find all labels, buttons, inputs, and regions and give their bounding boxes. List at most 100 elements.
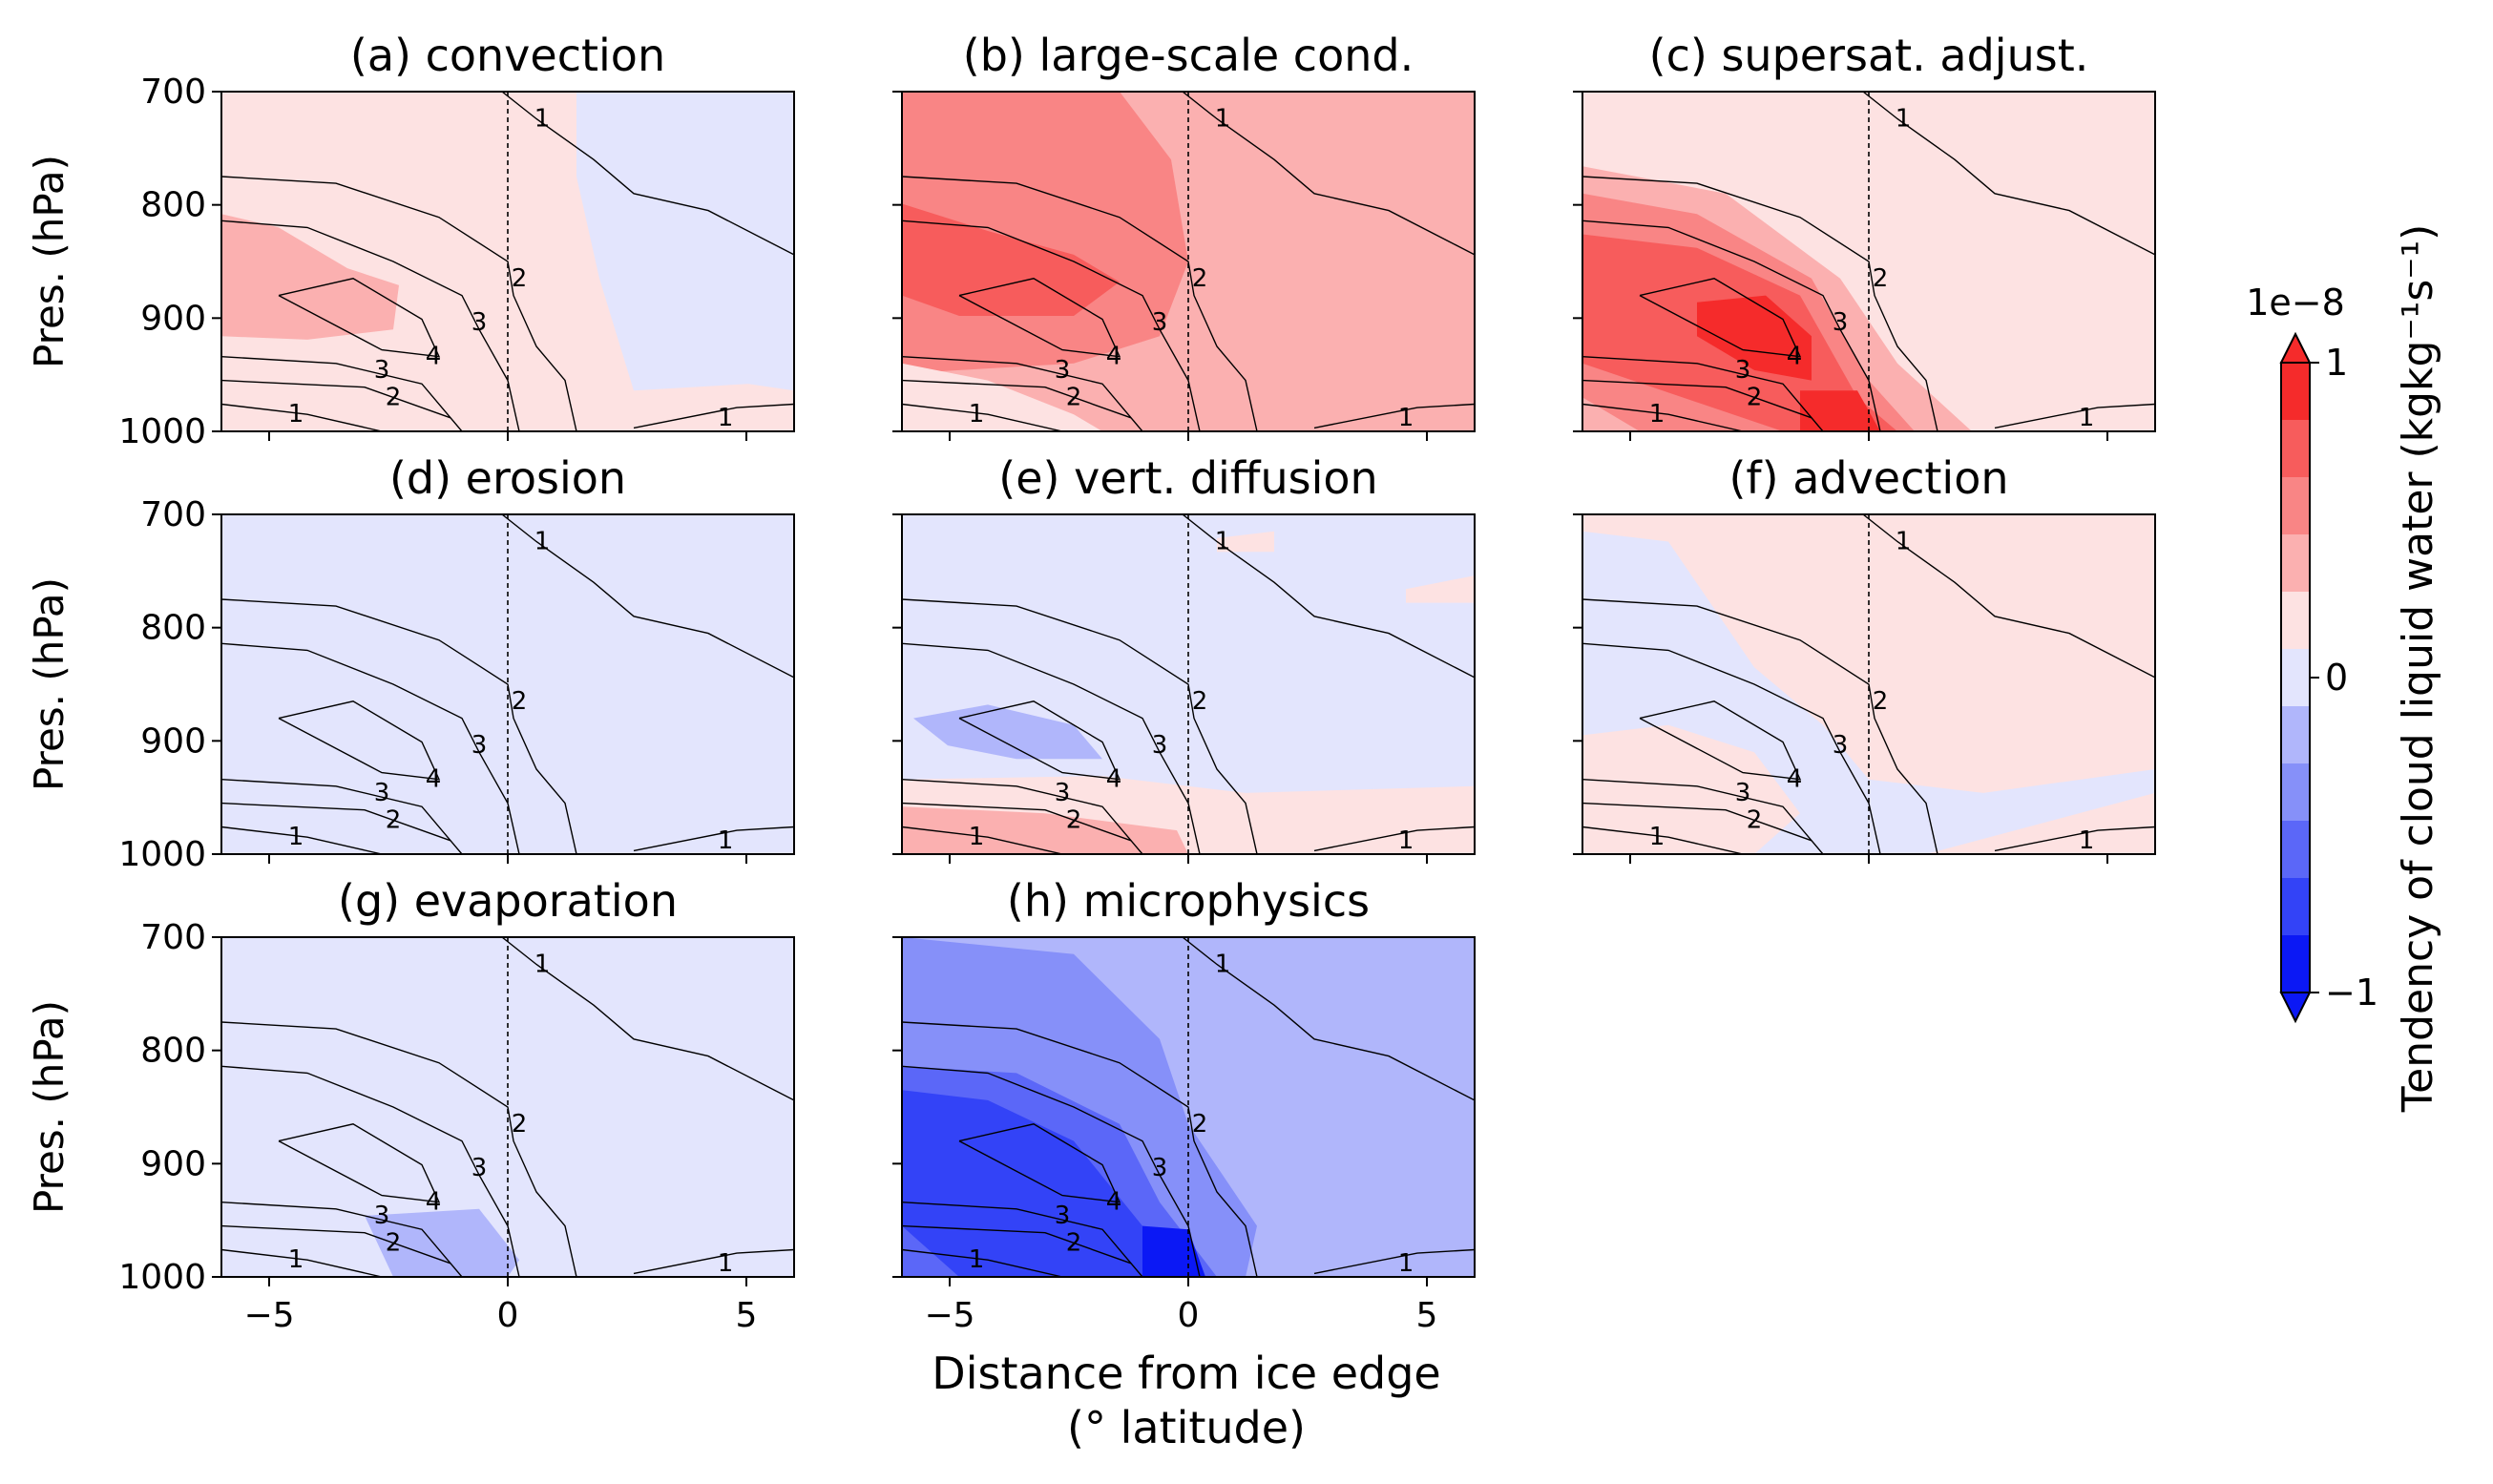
contour-line-4 (1639, 700, 1802, 781)
contour-label: 2 (1192, 1110, 1208, 1139)
contour-line-5 (1582, 356, 1824, 431)
contour-label: 1 (1896, 105, 1912, 134)
colorbar-scale-label: 1e−8 (2246, 282, 2345, 324)
contour-label: 1 (2079, 404, 2095, 432)
contour-line-4 (278, 700, 441, 781)
contour-label: 3 (1055, 356, 1071, 385)
fill-region-2 (221, 214, 399, 340)
colorbar-band (2281, 420, 2310, 478)
contour-label: 2 (512, 264, 528, 293)
contour-label: 3 (374, 356, 390, 385)
colorbar-label: Tendency of cloud liquid water (kgkg⁻¹s⁻… (2394, 224, 2442, 1114)
colorbar-band (2281, 706, 2310, 764)
y-tick-label: 1000 (118, 412, 206, 451)
fill-region-1 (576, 92, 794, 391)
contour-line-4 (1639, 278, 1802, 358)
contour-line-1 (1862, 92, 2155, 256)
panel-title: (b) large-scale cond. (963, 30, 1414, 81)
contour-label: 1 (288, 400, 304, 428)
contour-label: 3 (1055, 1202, 1071, 1230)
contour-label: 4 (426, 765, 442, 794)
contour-label: 1 (534, 528, 551, 556)
contour-line-8 (1994, 826, 2155, 852)
contour-line-8 (1313, 1248, 1475, 1275)
x-axis-label-line2: (° latitude) (1067, 1402, 1306, 1453)
contour-line-1 (501, 92, 794, 256)
contour-label: 1 (718, 404, 734, 432)
contour-label: 4 (1106, 765, 1122, 794)
contour-label: 2 (1192, 264, 1208, 293)
contour-line-8 (1313, 403, 1475, 429)
contour-line-7 (1582, 403, 1744, 431)
contour-line-8 (1313, 826, 1475, 852)
contour-line-7 (221, 403, 383, 431)
y-tick-label: 800 (140, 1032, 206, 1071)
colorbar-band (2281, 363, 2310, 421)
contour-line-2 (1582, 598, 1938, 854)
panel-title: (c) supersat. adjust. (1649, 30, 2089, 81)
contour-label: 4 (1787, 765, 1803, 794)
contour-label: 3 (471, 731, 488, 760)
contour-label: 1 (1215, 951, 1231, 979)
contour-line-2 (221, 1021, 577, 1277)
contour-line-2 (902, 176, 1258, 431)
contour-label: 1 (1649, 823, 1665, 851)
contour-label: 1 (288, 823, 304, 851)
colorbar-band (2281, 935, 2310, 993)
colorbar-arrow-bottom (2279, 992, 2312, 1024)
contour-line-1 (1182, 514, 1475, 679)
contour-line-3 (221, 1065, 520, 1277)
panel-title: (d) erosion (389, 452, 626, 504)
contour-line-7 (221, 1248, 383, 1277)
contour-label: 2 (1873, 264, 1889, 293)
y-axis-label: Pres. (hPa) (26, 1000, 73, 1214)
fill-region-1 (365, 1208, 519, 1277)
x-tick-label: 0 (497, 1296, 519, 1335)
contour-line-3 (221, 642, 520, 854)
y-tick-label: 1000 (118, 1258, 206, 1297)
contour-label: 1 (1896, 528, 1912, 556)
contour-line-6 (221, 379, 451, 419)
colorbar-band (2281, 821, 2310, 879)
contour-line-4 (958, 1123, 1121, 1203)
contour-line-6 (221, 802, 451, 842)
contour-label: 1 (1398, 1249, 1414, 1278)
y-tick-label: 800 (140, 609, 206, 648)
contour-label: 1 (534, 105, 551, 134)
panel-title: (f) advection (1728, 452, 2008, 504)
fill-region-2 (902, 203, 1120, 316)
fill-region-2 (1582, 724, 1800, 854)
contour-line-6 (902, 1224, 1132, 1265)
colorbar-band (2281, 878, 2310, 936)
contour-line-5 (902, 356, 1143, 431)
fill-region-4 (1697, 295, 1812, 381)
contour-label: 3 (1152, 1154, 1168, 1182)
contour-label: 1 (288, 1245, 304, 1274)
contour-line-3 (902, 642, 1201, 854)
contour-line-3 (902, 1065, 1201, 1277)
contour-label: 2 (1747, 383, 1763, 411)
y-tick-label: 700 (140, 918, 206, 957)
contour-line-2 (221, 176, 577, 431)
y-axis-label: Pres. (hPa) (26, 577, 73, 791)
contour-label: 2 (386, 1228, 402, 1257)
y-tick-label: 900 (140, 1144, 206, 1183)
y-tick-label: 700 (140, 73, 206, 112)
contour-label: 1 (718, 1249, 734, 1278)
contour-line-3 (221, 219, 520, 431)
contour-label: 3 (1735, 356, 1751, 385)
fill-region-4 (1217, 531, 1274, 553)
contour-label: 1 (534, 951, 551, 979)
contour-label: 1 (718, 826, 734, 855)
contour-line-3 (1582, 642, 1881, 854)
contour-label: 3 (1735, 779, 1751, 807)
